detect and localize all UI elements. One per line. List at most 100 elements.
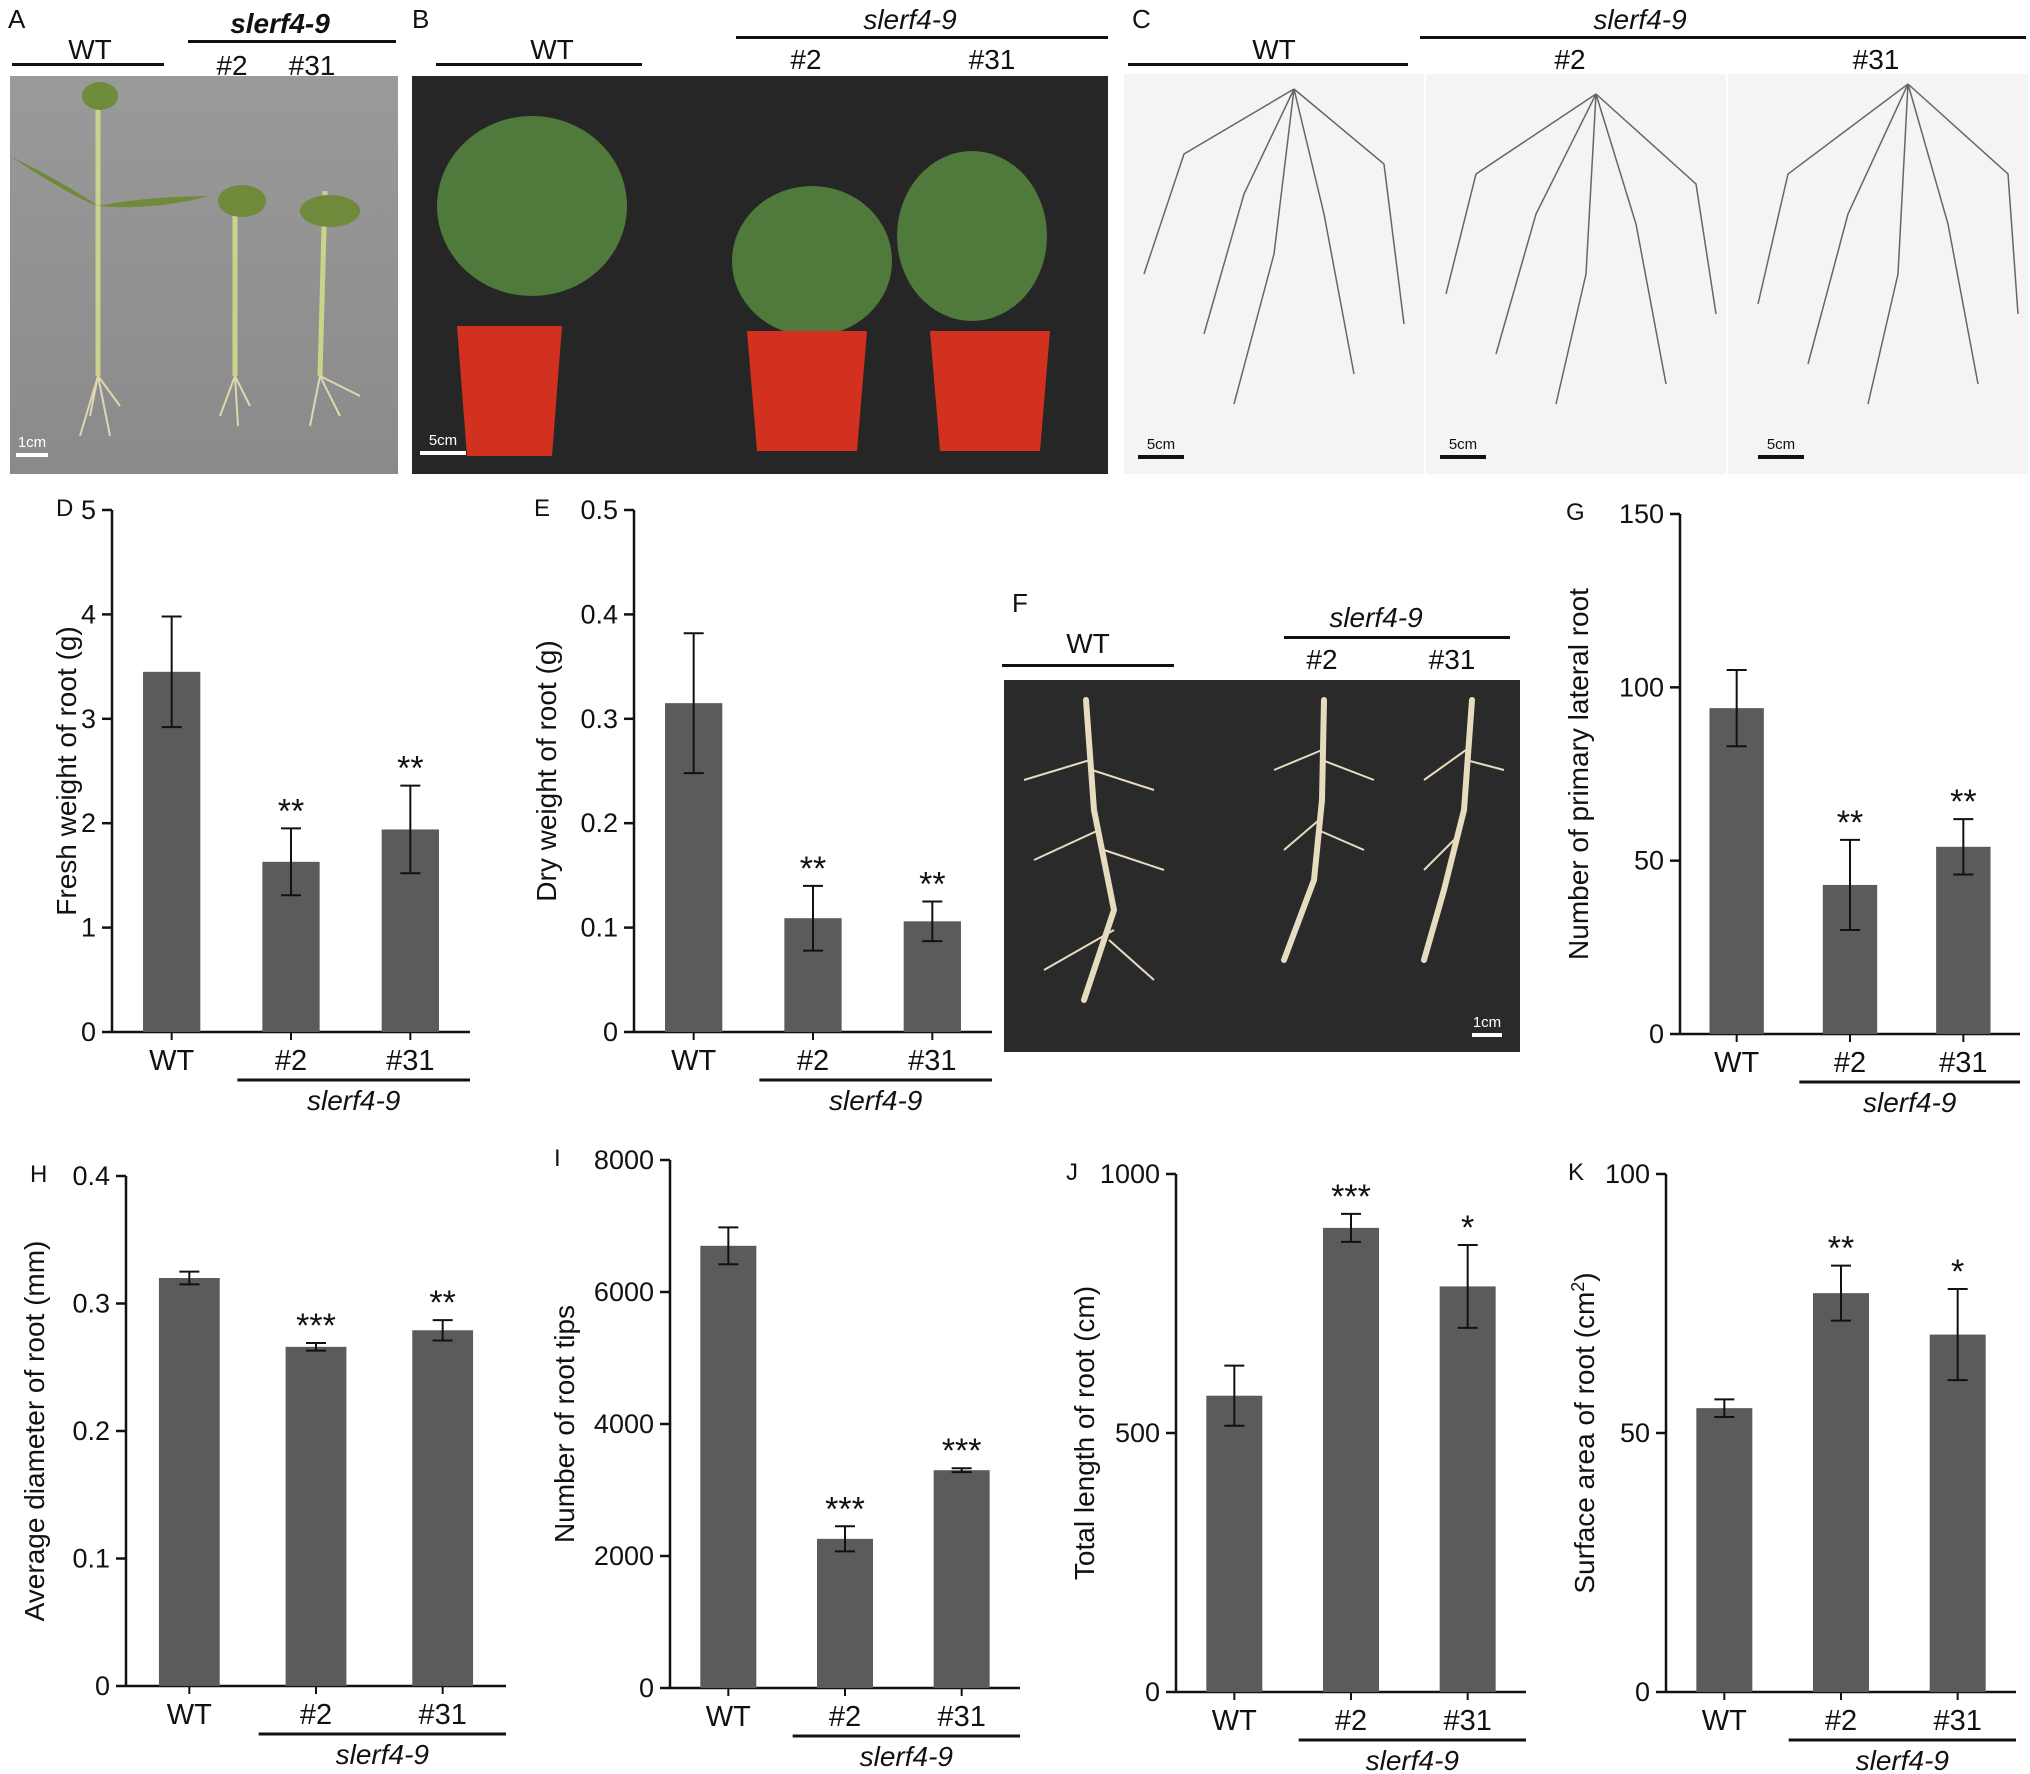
panel-a-mutant-line xyxy=(188,40,396,43)
panel-letter-f: F xyxy=(1012,588,1028,618)
y-tick-label: 100 xyxy=(1605,1159,1650,1189)
y-tick-label: 0.1 xyxy=(580,913,618,943)
panel-letter-e: E xyxy=(534,495,550,522)
panel-b-wt-line xyxy=(436,63,642,66)
chart-fresh-weight: D 0 1 2 3 4 5 Fresh weight of root (g) WT ** #2 ** #… xyxy=(51,495,470,1116)
panel-f-line1-label: #2 xyxy=(1306,644,1338,675)
x-category-label: #31 xyxy=(1443,1705,1491,1737)
wt-leaf xyxy=(10,156,98,206)
panel-f-line2-label: #31 xyxy=(1428,644,1476,675)
significance-label: ** xyxy=(429,1284,455,1322)
panel-b-photo: 5cm xyxy=(412,76,1108,474)
panel-a-scale-label: 1cm xyxy=(17,434,47,451)
y-axis-label: Number of root tips xyxy=(549,1305,580,1543)
chart-primary-lateral-root: G 0 50 100 150 Number of primary lateral root… xyxy=(1563,499,2020,1118)
panel-b-scale-bar: 5cm xyxy=(420,432,466,455)
significance-label: *** xyxy=(942,1432,982,1470)
panel-c-photo-line1: 5cm xyxy=(1426,74,1726,474)
x-category-label: #2 xyxy=(797,1045,829,1077)
y-tick-label: 0.2 xyxy=(72,1416,110,1446)
y-tick-label: 500 xyxy=(1115,1418,1160,1448)
panel-a-mutant-label: slerf4-9 xyxy=(230,8,330,39)
significance-label: ** xyxy=(919,866,945,904)
y-tick-label: 0 xyxy=(1649,1019,1664,1049)
x-category-label: WT xyxy=(706,1701,751,1733)
panel-c-mutant-line xyxy=(1420,36,2026,39)
wt-pot xyxy=(457,326,562,456)
panel-b-mutant-label: slerf4-9 xyxy=(863,4,957,35)
bar-line2 xyxy=(1929,1334,1986,1692)
panel-letter-g: G xyxy=(1566,499,1585,526)
y-axis-label: Total length of root (cm) xyxy=(1069,1286,1100,1580)
line2-excised-root xyxy=(1281,697,1327,963)
y-tick-label: 6000 xyxy=(594,1277,654,1307)
y-tick-label: 0 xyxy=(81,1017,96,1047)
significance-label: ** xyxy=(800,850,826,888)
bar-line2 xyxy=(412,1330,474,1686)
y-tick-label: 3 xyxy=(81,704,96,734)
panel-b-scale-label: 5cm xyxy=(428,432,458,449)
x-category-label: WT xyxy=(671,1045,716,1077)
y-tick-label: 50 xyxy=(1634,846,1664,876)
line31-pot xyxy=(930,331,1050,451)
bar-line2 xyxy=(1439,1286,1496,1692)
bar-wt xyxy=(1709,708,1764,1034)
bar-line1 xyxy=(817,1538,873,1688)
y-tick-label: 1000 xyxy=(1100,1159,1160,1189)
panel-c-wt-label: WT xyxy=(1252,34,1296,65)
mutant-group-label: slerf4-9 xyxy=(860,1741,953,1772)
wt-plant-foliage xyxy=(437,116,627,296)
y-tick-label: 2 xyxy=(81,808,96,838)
panel-letter-a: A xyxy=(8,4,26,34)
panel-c-line2-scale-bar: 5cm xyxy=(1758,436,1804,459)
y-axis-label: Dry weight of root (g) xyxy=(531,640,562,901)
chart-root-tips: I 0 2000 4000 6000 8000 Number of root tips WT *… xyxy=(549,1145,1020,1772)
panel-c-line1-scale-bar: 5cm xyxy=(1440,436,1486,459)
panel-letter-c: C xyxy=(1132,4,1151,34)
bar-line1 xyxy=(1323,1227,1379,1692)
x-category-label: WT xyxy=(1212,1705,1257,1737)
chart-surface-area: K 0 50 100 Surface area of root (cm2) WT ** #2 *… xyxy=(1568,1159,2016,1774)
x-category-label: #2 xyxy=(1825,1705,1857,1737)
panel-c-line1-label: #2 xyxy=(1554,44,1586,75)
significance-label: *** xyxy=(1331,1178,1371,1216)
wt-roots xyxy=(79,375,121,437)
x-category-label: #2 xyxy=(829,1701,861,1733)
y-tick-label: 0 xyxy=(639,1673,654,1703)
y-tick-label: 8000 xyxy=(594,1145,654,1175)
panel-a-scale-bar: 1cm xyxy=(16,434,48,457)
mutant-group-label: slerf4-9 xyxy=(1856,1745,1949,1774)
y-tick-label: 0.3 xyxy=(580,704,618,734)
panel-letter-j: J xyxy=(1066,1159,1078,1186)
x-category-label: #2 xyxy=(300,1699,332,1731)
x-category-label: WT xyxy=(167,1699,212,1731)
panel-b-mutant-line xyxy=(736,36,1108,39)
y-tick-label: 1 xyxy=(81,913,96,943)
panel-f-wt-line xyxy=(1002,664,1174,667)
bar-wt xyxy=(143,671,201,1032)
y-tick-label: 50 xyxy=(1620,1418,1650,1448)
panel-a-line1-label: #2 xyxy=(216,50,248,81)
x-category-label: #2 xyxy=(1335,1705,1367,1737)
chart-total-length: J 0 500 1000 Total length of root (cm) WT *** #… xyxy=(1066,1159,1526,1774)
panel-a-photo: 1cm xyxy=(10,76,398,474)
chart-dry-weight: E 0 0.1 0.2 0.3 0.4 0.5 Dry weight of root (g) W… xyxy=(531,495,992,1116)
seedling-illustration xyxy=(10,82,361,437)
panel-letter-h: H xyxy=(30,1161,47,1188)
y-tick-label: 4 xyxy=(81,599,96,629)
panel-c-photo-line2: 5cm xyxy=(1728,74,2028,474)
mutant-group-label: slerf4-9 xyxy=(307,1085,400,1116)
x-category-label: #31 xyxy=(1939,1047,1987,1079)
y-tick-label: 0.4 xyxy=(72,1161,110,1191)
bar-wt xyxy=(1696,1408,1753,1692)
y-tick-label: 0.5 xyxy=(580,495,618,525)
mutant-group-label: slerf4-9 xyxy=(1366,1745,1459,1774)
panel-f-mutant-line xyxy=(1284,636,1510,639)
line2-root-scan xyxy=(1445,93,1717,405)
significance-label: ** xyxy=(1837,804,1863,842)
panel-letter-b: B xyxy=(412,4,430,34)
line2-leaf xyxy=(218,185,266,217)
panel-f-scale-label: 1cm xyxy=(1472,1014,1502,1031)
wt-leaf xyxy=(98,196,210,208)
potted-plants-illustration xyxy=(437,116,1050,456)
